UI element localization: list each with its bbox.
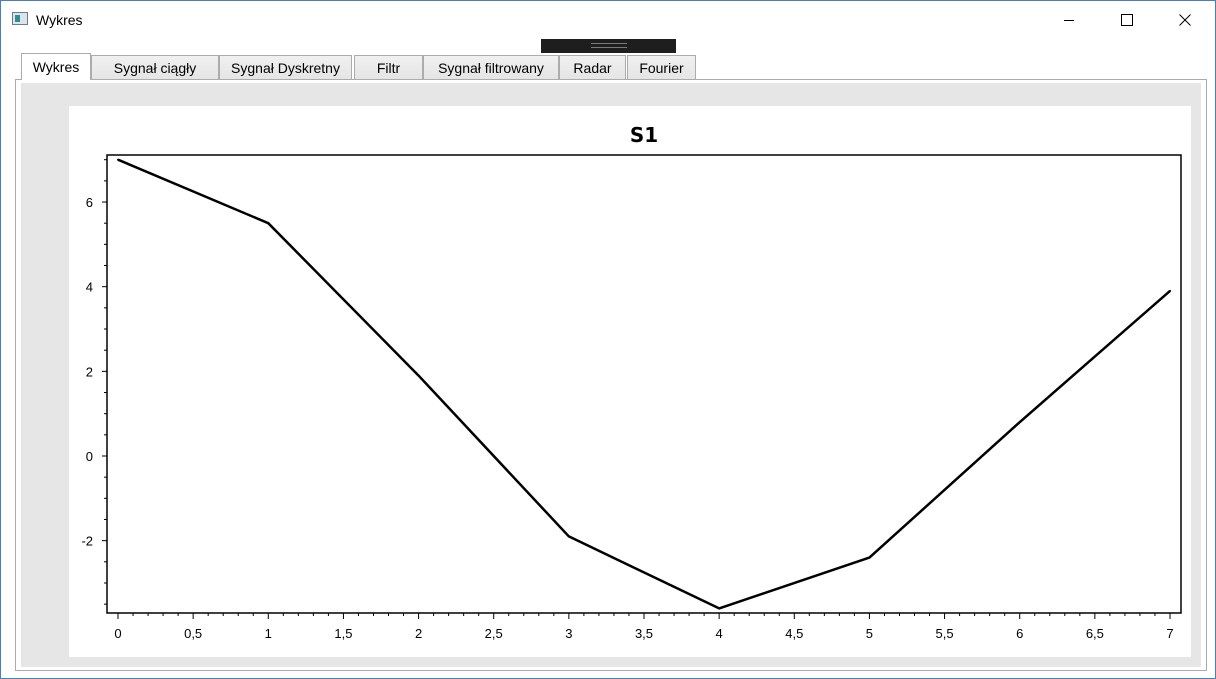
x-tick-label: 0,5 xyxy=(184,626,202,641)
chart-area: S1 6 4 2 0 -2 0 0,5 1 1,5 2 2,5 3 3,5 4 4,5 5 5,5 6 6,5 7 xyxy=(69,106,1191,657)
y-tick-label: 6 xyxy=(86,195,93,210)
x-tick-label: 4 xyxy=(716,626,723,641)
close-icon xyxy=(1179,14,1191,26)
x-tick-label: 2 xyxy=(415,626,422,641)
tab-wykres[interactable]: Wykres xyxy=(21,53,91,80)
grip-icon xyxy=(591,43,627,48)
maximize-icon xyxy=(1121,14,1133,26)
tab-filtr[interactable]: Filtr xyxy=(354,55,423,79)
title-bar[interactable]: Wykres xyxy=(1,1,1215,39)
tab-radar[interactable]: Radar xyxy=(559,55,626,79)
tab-sygnal-filtrowany[interactable]: Sygnał filtrowany xyxy=(423,55,559,79)
tab-sygnal-dyskretny[interactable]: Sygnał Dyskretny xyxy=(219,55,352,79)
drag-handle[interactable] xyxy=(541,39,676,53)
data-point xyxy=(868,556,871,559)
window-title: Wykres xyxy=(36,12,83,28)
minimize-button[interactable] xyxy=(1040,1,1098,39)
x-axis: 0 0,5 1 1,5 2 2,5 3 3,5 4 4,5 5 5,5 6 6,5 7 xyxy=(114,613,1174,641)
data-point xyxy=(567,535,570,538)
x-tick-label: 3,5 xyxy=(635,626,653,641)
close-button[interactable] xyxy=(1156,1,1214,39)
x-tick-label: 6 xyxy=(1016,626,1023,641)
x-tick-label: 6,5 xyxy=(1086,626,1104,641)
x-tick-label: 5 xyxy=(866,626,873,641)
tab-sygnal-ciagly[interactable]: Sygnał ciągły xyxy=(91,55,219,79)
x-tick-label: 0 xyxy=(114,626,121,641)
chart-title: S1 xyxy=(630,123,658,147)
tab-fourier[interactable]: Fourier xyxy=(627,55,696,79)
series-line xyxy=(117,158,1171,610)
x-tick-label: 1,5 xyxy=(334,626,352,641)
y-tick-label: -2 xyxy=(81,534,93,549)
x-tick-label: 7 xyxy=(1166,626,1173,641)
data-point xyxy=(417,374,420,377)
maximize-button[interactable] xyxy=(1098,1,1156,39)
y-tick-label: 0 xyxy=(86,449,93,464)
y-axis: 6 4 2 0 -2 xyxy=(81,159,107,605)
x-tick-label: 1 xyxy=(265,626,272,641)
data-point xyxy=(1169,289,1171,292)
x-tick-label: 4,5 xyxy=(785,626,803,641)
line-chart: S1 6 4 2 0 -2 0 0,5 1 1,5 2 2,5 3 3,5 4 4,5 5 5,5 6 6,5 7 xyxy=(81,123,1182,641)
minimize-icon xyxy=(1064,20,1074,21)
y-tick-label: 2 xyxy=(86,364,93,379)
data-point xyxy=(1018,421,1021,424)
x-tick-label: 5,5 xyxy=(936,626,954,641)
data-point xyxy=(117,158,119,161)
data-point xyxy=(267,222,270,225)
series-layer xyxy=(117,158,1171,610)
data-point xyxy=(718,607,721,610)
y-tick-label: 4 xyxy=(86,280,93,295)
x-tick-label: 3 xyxy=(565,626,572,641)
app-window-icon xyxy=(12,12,28,25)
x-tick-label: 2,5 xyxy=(485,626,503,641)
